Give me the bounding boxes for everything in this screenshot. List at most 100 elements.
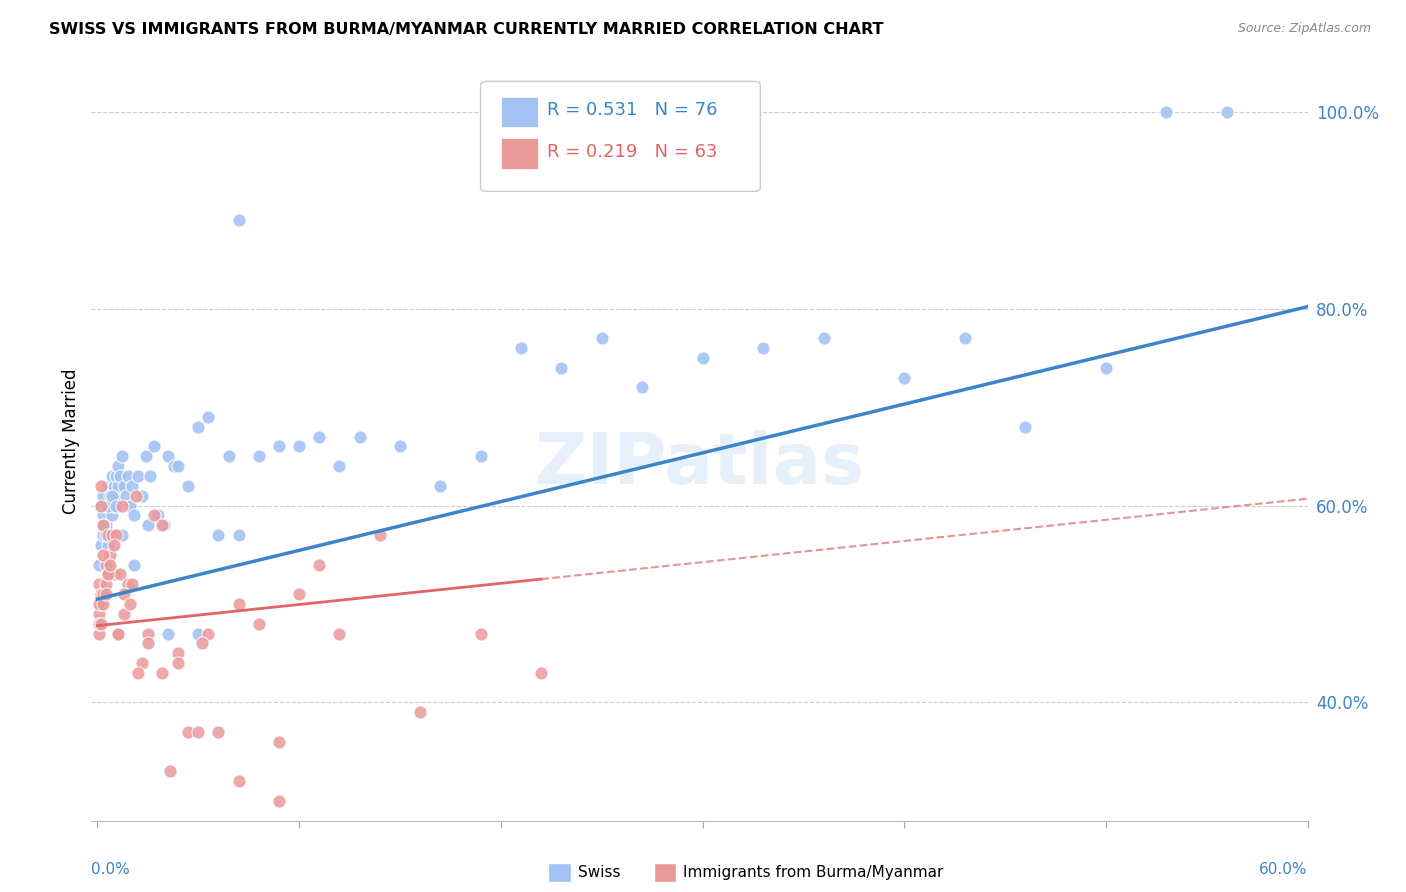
Point bbox=[142, 508, 165, 523]
Bar bbox=[502, 96, 537, 127]
Point bbox=[107, 626, 129, 640]
Point bbox=[1014, 419, 1036, 434]
Point bbox=[107, 459, 129, 474]
Point bbox=[98, 489, 121, 503]
Point bbox=[328, 459, 350, 474]
Point bbox=[93, 597, 115, 611]
Point bbox=[93, 489, 115, 503]
Point bbox=[96, 528, 118, 542]
Point bbox=[207, 725, 229, 739]
Point bbox=[93, 518, 115, 533]
Point bbox=[893, 370, 915, 384]
Point bbox=[118, 597, 141, 611]
Point bbox=[136, 626, 159, 640]
Text: 60.0%: 60.0% bbox=[1260, 863, 1308, 878]
Point bbox=[368, 528, 391, 542]
Point bbox=[228, 774, 250, 789]
Point bbox=[167, 459, 190, 474]
Bar bbox=[502, 138, 537, 169]
Point bbox=[93, 548, 115, 562]
Point bbox=[135, 450, 157, 464]
Point bbox=[328, 626, 350, 640]
Point bbox=[94, 577, 117, 591]
Point bbox=[157, 450, 180, 464]
Point bbox=[308, 558, 330, 572]
Point bbox=[112, 587, 135, 601]
Text: SWISS VS IMMIGRANTS FROM BURMA/MYANMAR CURRENTLY MARRIED CORRELATION CHART: SWISS VS IMMIGRANTS FROM BURMA/MYANMAR C… bbox=[49, 22, 884, 37]
Point bbox=[157, 626, 180, 640]
FancyBboxPatch shape bbox=[481, 81, 761, 191]
Point bbox=[94, 499, 117, 513]
Point bbox=[813, 331, 835, 345]
Point bbox=[197, 409, 219, 424]
Point bbox=[228, 213, 250, 227]
Point bbox=[470, 450, 492, 464]
Point bbox=[247, 450, 270, 464]
Point bbox=[89, 626, 111, 640]
Point bbox=[98, 548, 121, 562]
Point bbox=[111, 499, 134, 513]
Point bbox=[104, 499, 127, 513]
Point bbox=[125, 489, 148, 503]
Point bbox=[107, 479, 129, 493]
Point bbox=[90, 616, 112, 631]
Point bbox=[100, 508, 122, 523]
Point bbox=[550, 360, 572, 375]
Point bbox=[100, 489, 122, 503]
Point bbox=[107, 626, 129, 640]
Point bbox=[90, 538, 112, 552]
Point bbox=[1095, 360, 1118, 375]
Point bbox=[591, 331, 613, 345]
Point bbox=[150, 665, 173, 680]
Text: Source: ZipAtlas.com: Source: ZipAtlas.com bbox=[1237, 22, 1371, 36]
Point bbox=[187, 725, 209, 739]
Text: Swiss: Swiss bbox=[578, 865, 620, 880]
Point bbox=[89, 607, 111, 621]
Point bbox=[177, 725, 200, 739]
Point bbox=[122, 508, 145, 523]
Point bbox=[153, 518, 176, 533]
Point bbox=[96, 567, 118, 582]
Point bbox=[100, 469, 122, 483]
Point bbox=[104, 528, 127, 542]
Point bbox=[114, 489, 136, 503]
Point bbox=[267, 794, 290, 808]
Point bbox=[953, 331, 976, 345]
Point bbox=[90, 499, 112, 513]
Point bbox=[104, 489, 127, 503]
Point bbox=[530, 665, 553, 680]
Point bbox=[127, 665, 149, 680]
Point bbox=[112, 479, 135, 493]
Point bbox=[228, 597, 250, 611]
Point bbox=[103, 567, 125, 582]
Point bbox=[409, 706, 432, 720]
Point bbox=[308, 429, 330, 443]
Text: 0.0%: 0.0% bbox=[91, 863, 131, 878]
Point bbox=[122, 558, 145, 572]
Point bbox=[100, 528, 122, 542]
Point bbox=[111, 528, 134, 542]
Point bbox=[218, 450, 240, 464]
Point bbox=[121, 577, 143, 591]
Text: ZIPatlas: ZIPatlas bbox=[534, 430, 865, 499]
Point bbox=[267, 440, 290, 454]
Point bbox=[96, 479, 118, 493]
Point bbox=[111, 450, 134, 464]
Point bbox=[103, 499, 125, 513]
Point bbox=[117, 469, 139, 483]
Point bbox=[139, 469, 162, 483]
Point bbox=[118, 499, 141, 513]
Point bbox=[93, 528, 115, 542]
Point bbox=[96, 567, 118, 582]
Point bbox=[90, 587, 112, 601]
Point bbox=[1156, 104, 1178, 119]
Point bbox=[89, 616, 111, 631]
Point bbox=[90, 479, 112, 493]
Point bbox=[104, 469, 127, 483]
Point bbox=[631, 380, 654, 394]
Point bbox=[103, 479, 125, 493]
Point bbox=[349, 429, 371, 443]
Point bbox=[108, 469, 131, 483]
Point bbox=[142, 440, 165, 454]
Point bbox=[90, 597, 112, 611]
